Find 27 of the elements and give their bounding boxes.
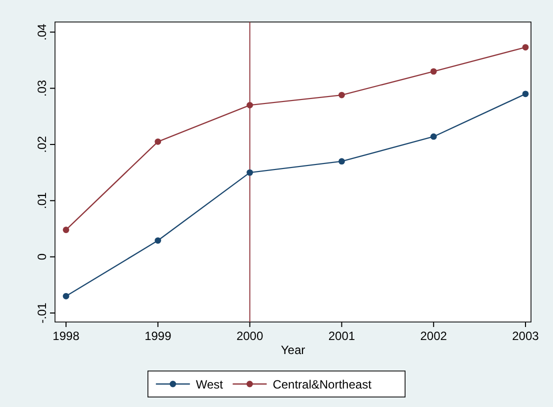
point [430,68,437,75]
x-tick-label: 2001 [328,329,356,343]
legend-label: West [196,378,224,392]
x-tick-label: 2003 [512,329,540,343]
point [246,169,254,176]
point [338,92,345,98]
y-tick-label: 0 [35,253,49,260]
x-tick-label: 2002 [420,329,448,343]
point [246,102,254,108]
point [430,133,437,140]
point [62,226,70,234]
x-tick-label: 1999 [144,329,172,343]
point [338,158,345,165]
point [522,44,529,50]
point [154,237,162,244]
y-tick-label: .03 [35,80,49,97]
x-axis-title: Year [280,343,306,357]
point [522,90,529,98]
x-tick-label: 1998 [52,329,80,343]
y-tick-label: .02 [35,136,49,153]
y-tick-label: -.01 [35,302,49,324]
x-tick-label: 2000 [236,329,264,343]
y-tick-label: .01 [35,192,49,209]
point [154,138,162,145]
legend-label: Central&Northeast [272,378,372,392]
point [62,292,70,300]
y-tick-label: .04 [35,23,49,40]
